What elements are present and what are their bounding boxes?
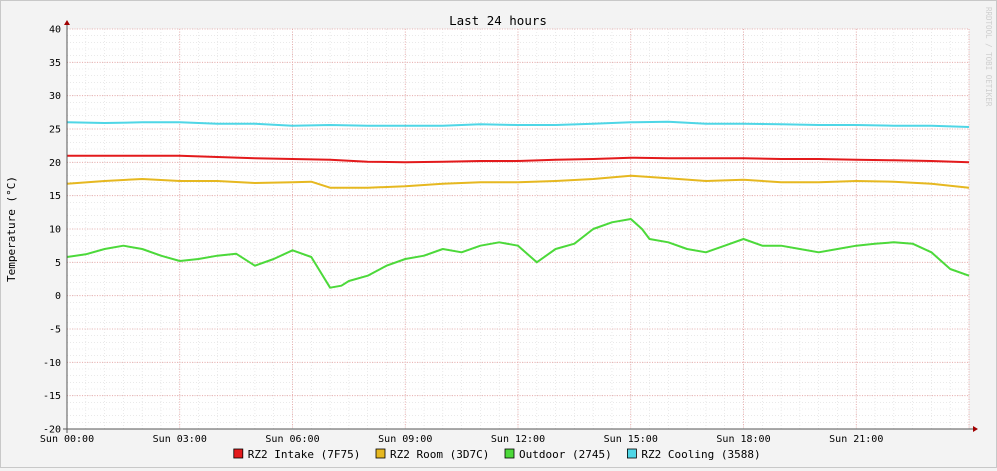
x-tick-label: Sun 06:00 <box>265 434 319 445</box>
x-axis-arrow <box>973 426 978 432</box>
legend-label: RZ2 Intake (7F75) <box>248 448 361 461</box>
y-tick-label: 35 <box>49 58 61 69</box>
y-tick-label: -10 <box>43 358 61 369</box>
x-tick-label: Sun 12:00 <box>491 434 545 445</box>
y-tick-label: -5 <box>49 325 61 336</box>
series-line-1 <box>66 174 970 189</box>
y-axis-arrow <box>64 20 70 25</box>
legend: RZ2 Intake (7F75) RZ2 Room (3D7C) Outdoor … <box>233 448 761 461</box>
legend-swatch <box>375 448 386 459</box>
y-tick-label: 15 <box>49 191 61 202</box>
x-tick-label: Sun 03:00 <box>153 434 207 445</box>
series-line-2 <box>66 218 970 289</box>
series-layer <box>66 120 970 289</box>
y-tick-label: 40 <box>49 25 61 36</box>
series-line-0 <box>67 154 970 164</box>
x-tick-label: Sun 15:00 <box>604 434 658 445</box>
x-tick-label: Sun 00:00 <box>40 434 94 445</box>
legend-swatch <box>627 448 637 459</box>
y-tick-label: 0 <box>55 291 61 302</box>
y-tick-label: 10 <box>49 225 61 236</box>
y-tick-label: 20 <box>49 158 61 169</box>
legend-label: Outdoor (2745) <box>519 448 612 461</box>
x-tick-label: Sun 21:00 <box>829 434 883 445</box>
legend-swatch <box>233 448 244 459</box>
y-tick-label: -15 <box>43 391 61 402</box>
y-tick-label: 30 <box>49 91 61 102</box>
y-tick-label: -20 <box>43 425 61 436</box>
x-tick-label: Sun 09:00 <box>378 434 432 445</box>
series-line-3 <box>66 120 970 128</box>
y-tick-labels: 40 35 30 25 20 15 10 5 0 -5 -10 -15 -20 <box>43 25 61 436</box>
y-axis-label: Temperature (°C) <box>5 176 18 282</box>
legend-label: RZ2 Room (3D7C) <box>390 448 489 461</box>
chart-title: Last 24 hours <box>449 13 547 28</box>
rrdtool-watermark: RRDTOOL / TOBI OETIKER <box>984 7 993 107</box>
y-tick-label: 5 <box>55 258 61 269</box>
axes <box>63 20 978 433</box>
legend-label: RZ2 Cooling (3588) <box>641 448 760 461</box>
y-tick-label: 25 <box>49 125 61 136</box>
x-tick-label: Sun 18:00 <box>716 434 770 445</box>
x-tick-labels: Sun 00:00 Sun 03:00 Sun 06:00 Sun 09:00 Sun … <box>40 434 883 445</box>
legend-swatch <box>504 448 515 459</box>
